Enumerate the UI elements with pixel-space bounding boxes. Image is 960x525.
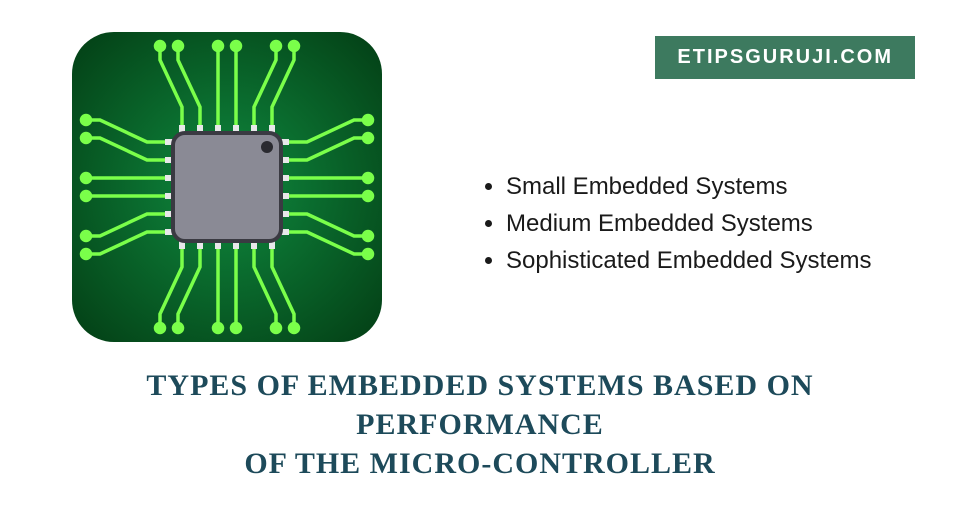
main-title: TYPES OF EMBEDDED SYSTEMS BASED ON PERFO…	[0, 366, 960, 483]
list-item: Medium Embedded Systems	[506, 205, 872, 242]
microcontroller-illustration	[72, 32, 382, 342]
site-badge: ETIPSGURUJI.COM	[655, 36, 915, 79]
title-line-1: TYPES OF EMBEDDED SYSTEMS BASED ON PERFO…	[146, 369, 813, 441]
title-line-2: OF THE MICRO-CONTROLLER	[244, 447, 715, 480]
list-item: Sophisticated Embedded Systems	[506, 242, 872, 279]
types-list: Small Embedded Systems Medium Embedded S…	[480, 168, 872, 280]
list-item: Small Embedded Systems	[506, 168, 872, 205]
